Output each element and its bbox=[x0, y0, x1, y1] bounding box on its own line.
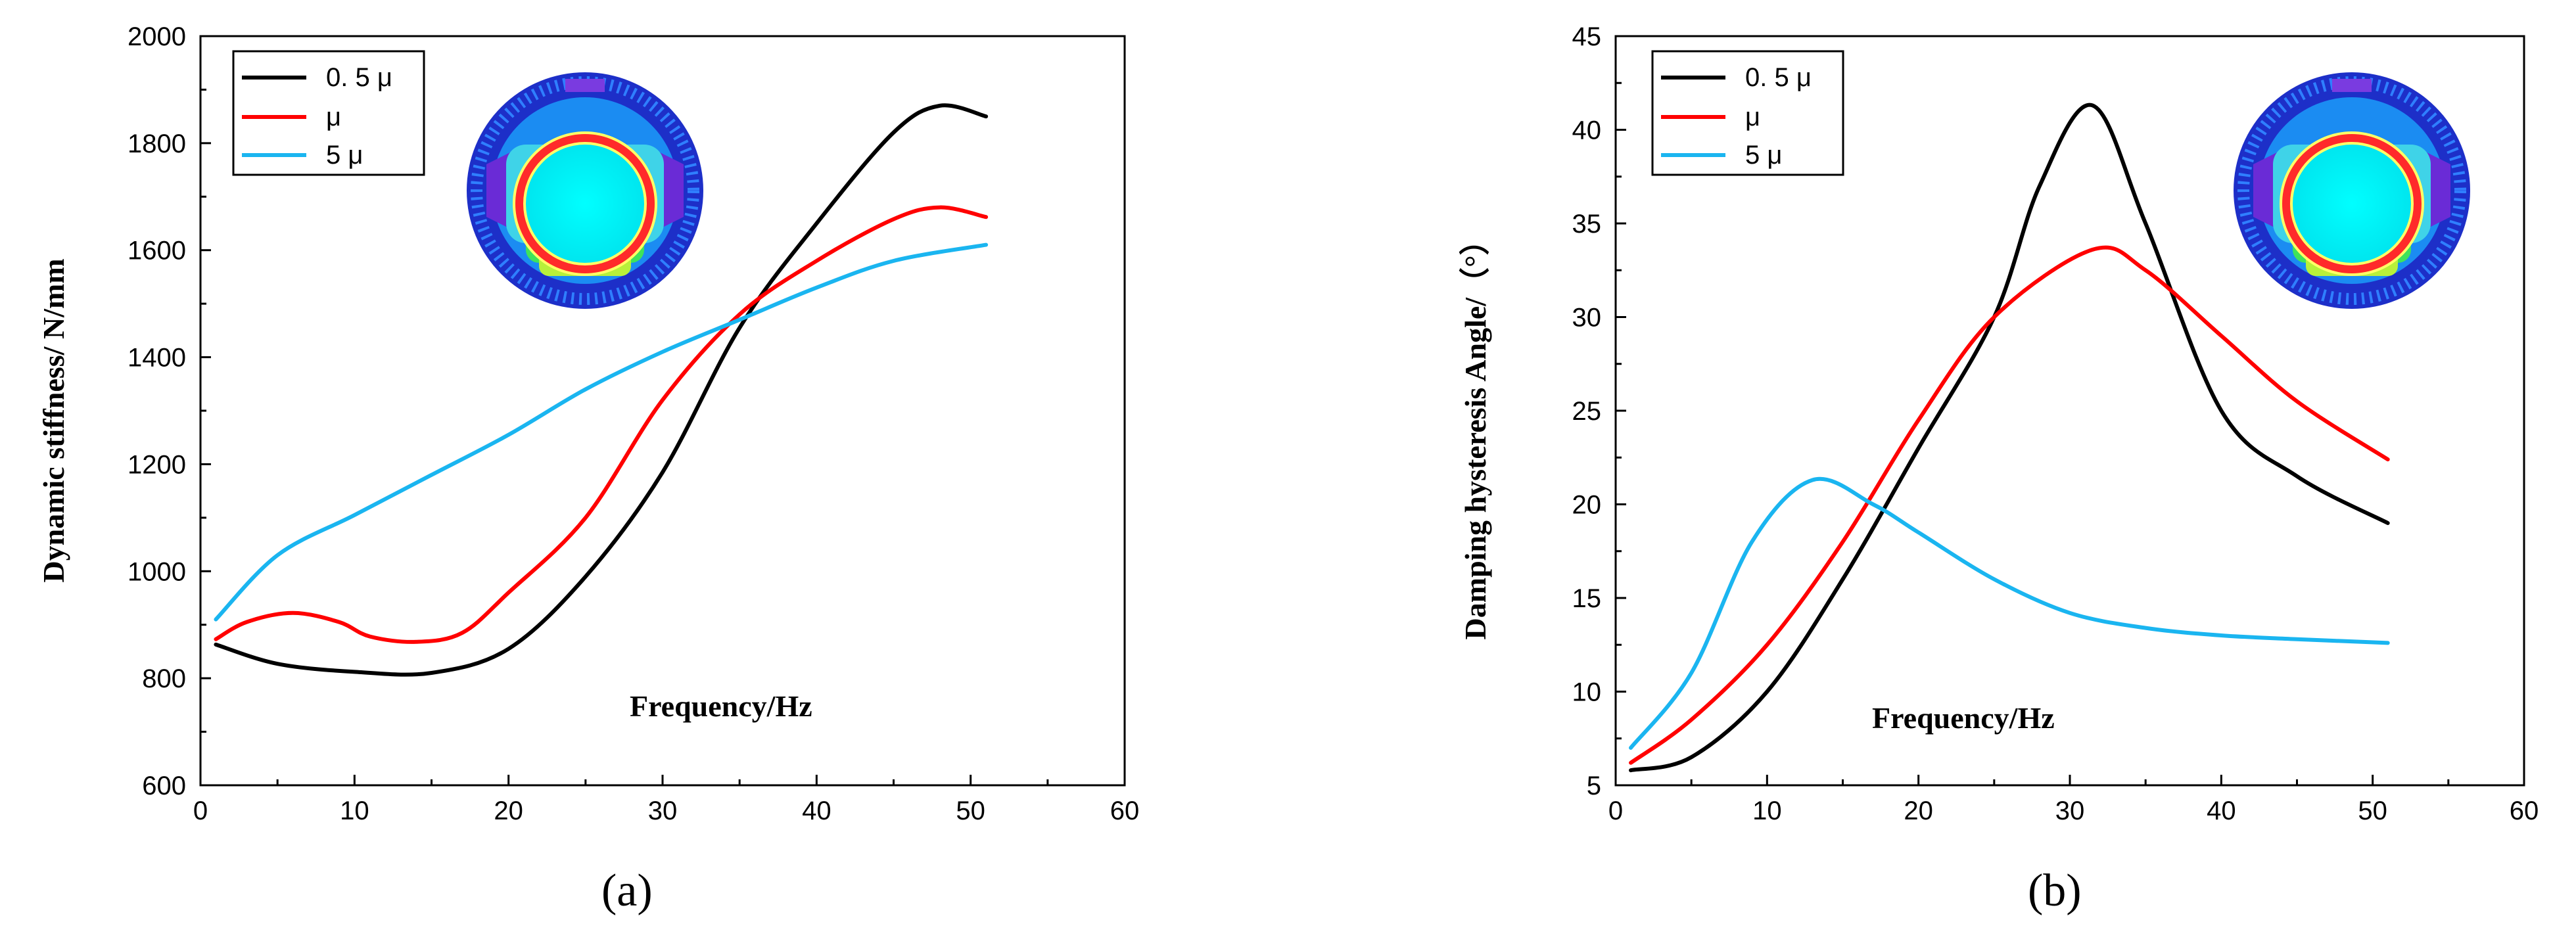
x-tick-label: 20 bbox=[494, 796, 523, 825]
series-line-a-1 bbox=[214, 205, 989, 644]
legend-label-b-1: μ bbox=[1745, 103, 1760, 131]
series-line-b-1 bbox=[1629, 245, 2390, 765]
y-tick-label: 40 bbox=[1572, 116, 1602, 145]
series-line-a-0 bbox=[214, 103, 989, 677]
y-tick-label: 2000 bbox=[128, 22, 186, 51]
tick-marks-b bbox=[1614, 35, 2525, 787]
y-tick-label: 35 bbox=[1572, 210, 1602, 239]
legend-label-b-2: 5 μ bbox=[1745, 141, 1782, 170]
chart-panel-b: 0 10 20 30 40 50 60 5 10 15 20 25 30 35 40 45 0. 5 μ μ… bbox=[1459, 22, 2539, 916]
x-tick-label: 10 bbox=[340, 796, 369, 825]
series-lines-a bbox=[214, 103, 989, 677]
y-tick-label: 1400 bbox=[128, 344, 186, 373]
series-line-b-0 bbox=[1629, 103, 2390, 773]
y-axis-title-b: Damping hysteresis Angle/（°） bbox=[1459, 225, 1492, 640]
panel-label-b: (b) bbox=[2028, 865, 2082, 916]
y-axis-title-a: Dynamic stiffness/ N/mm bbox=[37, 258, 70, 582]
x-tick-label: 0 bbox=[193, 796, 208, 825]
x-tick-label: 50 bbox=[956, 796, 985, 825]
x-axis-title-a: Frequency/Hz bbox=[630, 689, 812, 723]
y-tick-label: 1200 bbox=[128, 450, 186, 479]
legend-b: 0. 5 μ μ 5 μ bbox=[1651, 50, 1844, 176]
y-tick-label: 20 bbox=[1572, 491, 1602, 520]
y-tick-label: 45 bbox=[1572, 22, 1602, 51]
x-tick-label: 40 bbox=[2207, 796, 2236, 825]
series-line-a-2 bbox=[214, 242, 989, 622]
y-tick-label: 1600 bbox=[128, 237, 186, 265]
y-tick-label: 1000 bbox=[128, 557, 186, 586]
x-tick-label: 30 bbox=[2055, 796, 2085, 825]
series-line-b-2 bbox=[1629, 476, 2390, 750]
y-tick-label: 10 bbox=[1572, 678, 1602, 707]
x-tick-labels-a: 0 10 20 30 40 50 60 bbox=[193, 796, 1139, 825]
x-tick-label: 0 bbox=[1608, 796, 1623, 825]
chart-panel-a: 0 10 20 30 40 50 60 600 800 1000 1200 1400 1600 1800… bbox=[37, 22, 1139, 916]
y-tick-labels-a: 600 800 1000 1200 1400 1600 1800 2000 bbox=[128, 22, 186, 800]
inset-contour-image-a bbox=[467, 72, 703, 309]
legend-label-a-2: 5 μ bbox=[326, 141, 363, 170]
x-tick-label: 10 bbox=[1752, 796, 1782, 825]
x-tick-labels-b: 0 10 20 30 40 50 60 bbox=[1608, 796, 2539, 825]
y-tick-label: 800 bbox=[142, 664, 186, 693]
y-tick-label: 30 bbox=[1572, 304, 1602, 333]
series-lines-b bbox=[1629, 103, 2390, 773]
x-tick-label: 40 bbox=[802, 796, 831, 825]
legend-label-b-0: 0. 5 μ bbox=[1745, 63, 1812, 92]
legend-label-a-0: 0. 5 μ bbox=[326, 63, 392, 92]
legend-a: 0. 5 μ μ 5 μ bbox=[232, 50, 425, 176]
x-tick-label: 30 bbox=[648, 796, 678, 825]
y-tick-label: 5 bbox=[1587, 771, 1601, 800]
y-tick-labels-b: 5 10 15 20 25 30 35 40 45 bbox=[1572, 22, 1602, 800]
x-tick-label: 60 bbox=[2510, 796, 2539, 825]
x-axis-title-b: Frequency/Hz bbox=[1872, 701, 2055, 735]
panel-label-a: (a) bbox=[601, 865, 653, 916]
y-tick-label: 600 bbox=[142, 771, 186, 800]
y-tick-label: 15 bbox=[1572, 584, 1602, 613]
x-tick-label: 20 bbox=[1904, 796, 1933, 825]
y-tick-label: 1800 bbox=[128, 129, 186, 158]
x-tick-label: 50 bbox=[2358, 796, 2387, 825]
y-tick-label: 25 bbox=[1572, 397, 1602, 426]
inset-contour-image-b bbox=[2234, 72, 2470, 309]
tick-marks-a bbox=[199, 35, 1126, 787]
x-tick-label: 60 bbox=[1110, 796, 1140, 825]
legend-label-a-1: μ bbox=[326, 103, 341, 131]
